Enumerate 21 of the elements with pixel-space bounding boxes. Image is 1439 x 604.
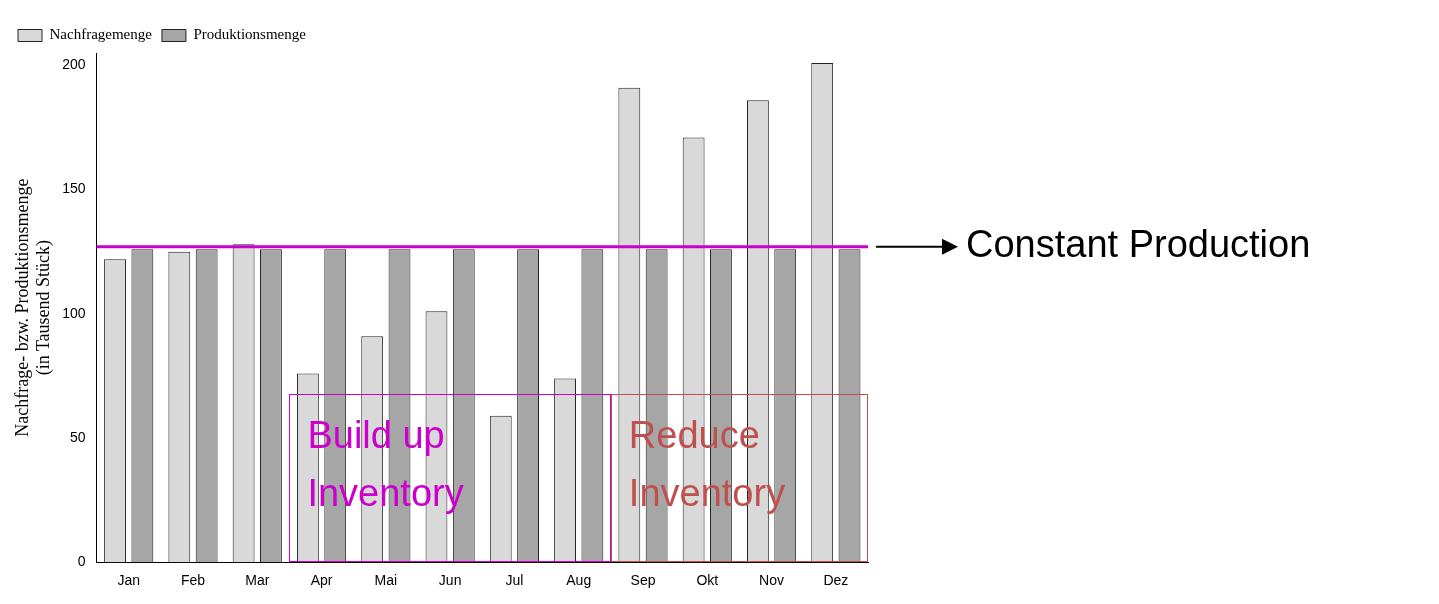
x-tick-label: Sep: [630, 572, 656, 589]
ref-line-label: Constant Production: [966, 223, 1311, 266]
x-tick-label: Okt: [696, 572, 719, 589]
y-tick-label: 150: [62, 180, 86, 197]
y-axis-title: Nachfrage- bzw. Produktionsmenge (in Tausend Stück): [11, 178, 55, 437]
y-tick-label: 100: [62, 304, 86, 321]
x-tick-label: Aug: [566, 572, 592, 589]
x-tick-label: Mar: [245, 572, 270, 589]
x-tick-label: Jun: [438, 572, 462, 589]
legend-label: Produktionsmenge: [193, 26, 307, 43]
x-tick-label: Dez: [823, 572, 849, 589]
y-tick-label: 0: [77, 553, 86, 570]
x-tick-label: Apr: [310, 572, 333, 589]
y-tick-label: 200: [62, 56, 86, 73]
x-tick-label: Nov: [759, 572, 785, 589]
x-tick-label: Mai: [374, 572, 398, 589]
x-tick-label: Jul: [505, 572, 524, 589]
legend-label: Nachfragemenge: [49, 26, 153, 43]
y-tick-label: 50: [69, 428, 86, 445]
x-tick-label: Jan: [117, 572, 140, 589]
x-tick-label: Feb: [180, 572, 206, 589]
